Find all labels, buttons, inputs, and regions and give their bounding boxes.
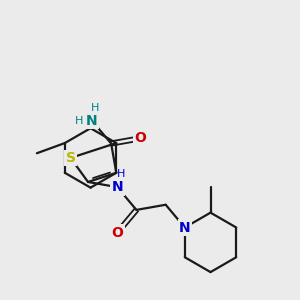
Text: O: O <box>111 226 123 240</box>
Text: S: S <box>66 151 76 165</box>
Text: N: N <box>112 180 123 194</box>
Text: H: H <box>91 103 99 113</box>
Text: H: H <box>75 116 83 126</box>
Text: O: O <box>134 131 146 146</box>
Text: N: N <box>86 114 98 128</box>
Text: H: H <box>117 169 125 179</box>
Text: N: N <box>179 220 190 235</box>
